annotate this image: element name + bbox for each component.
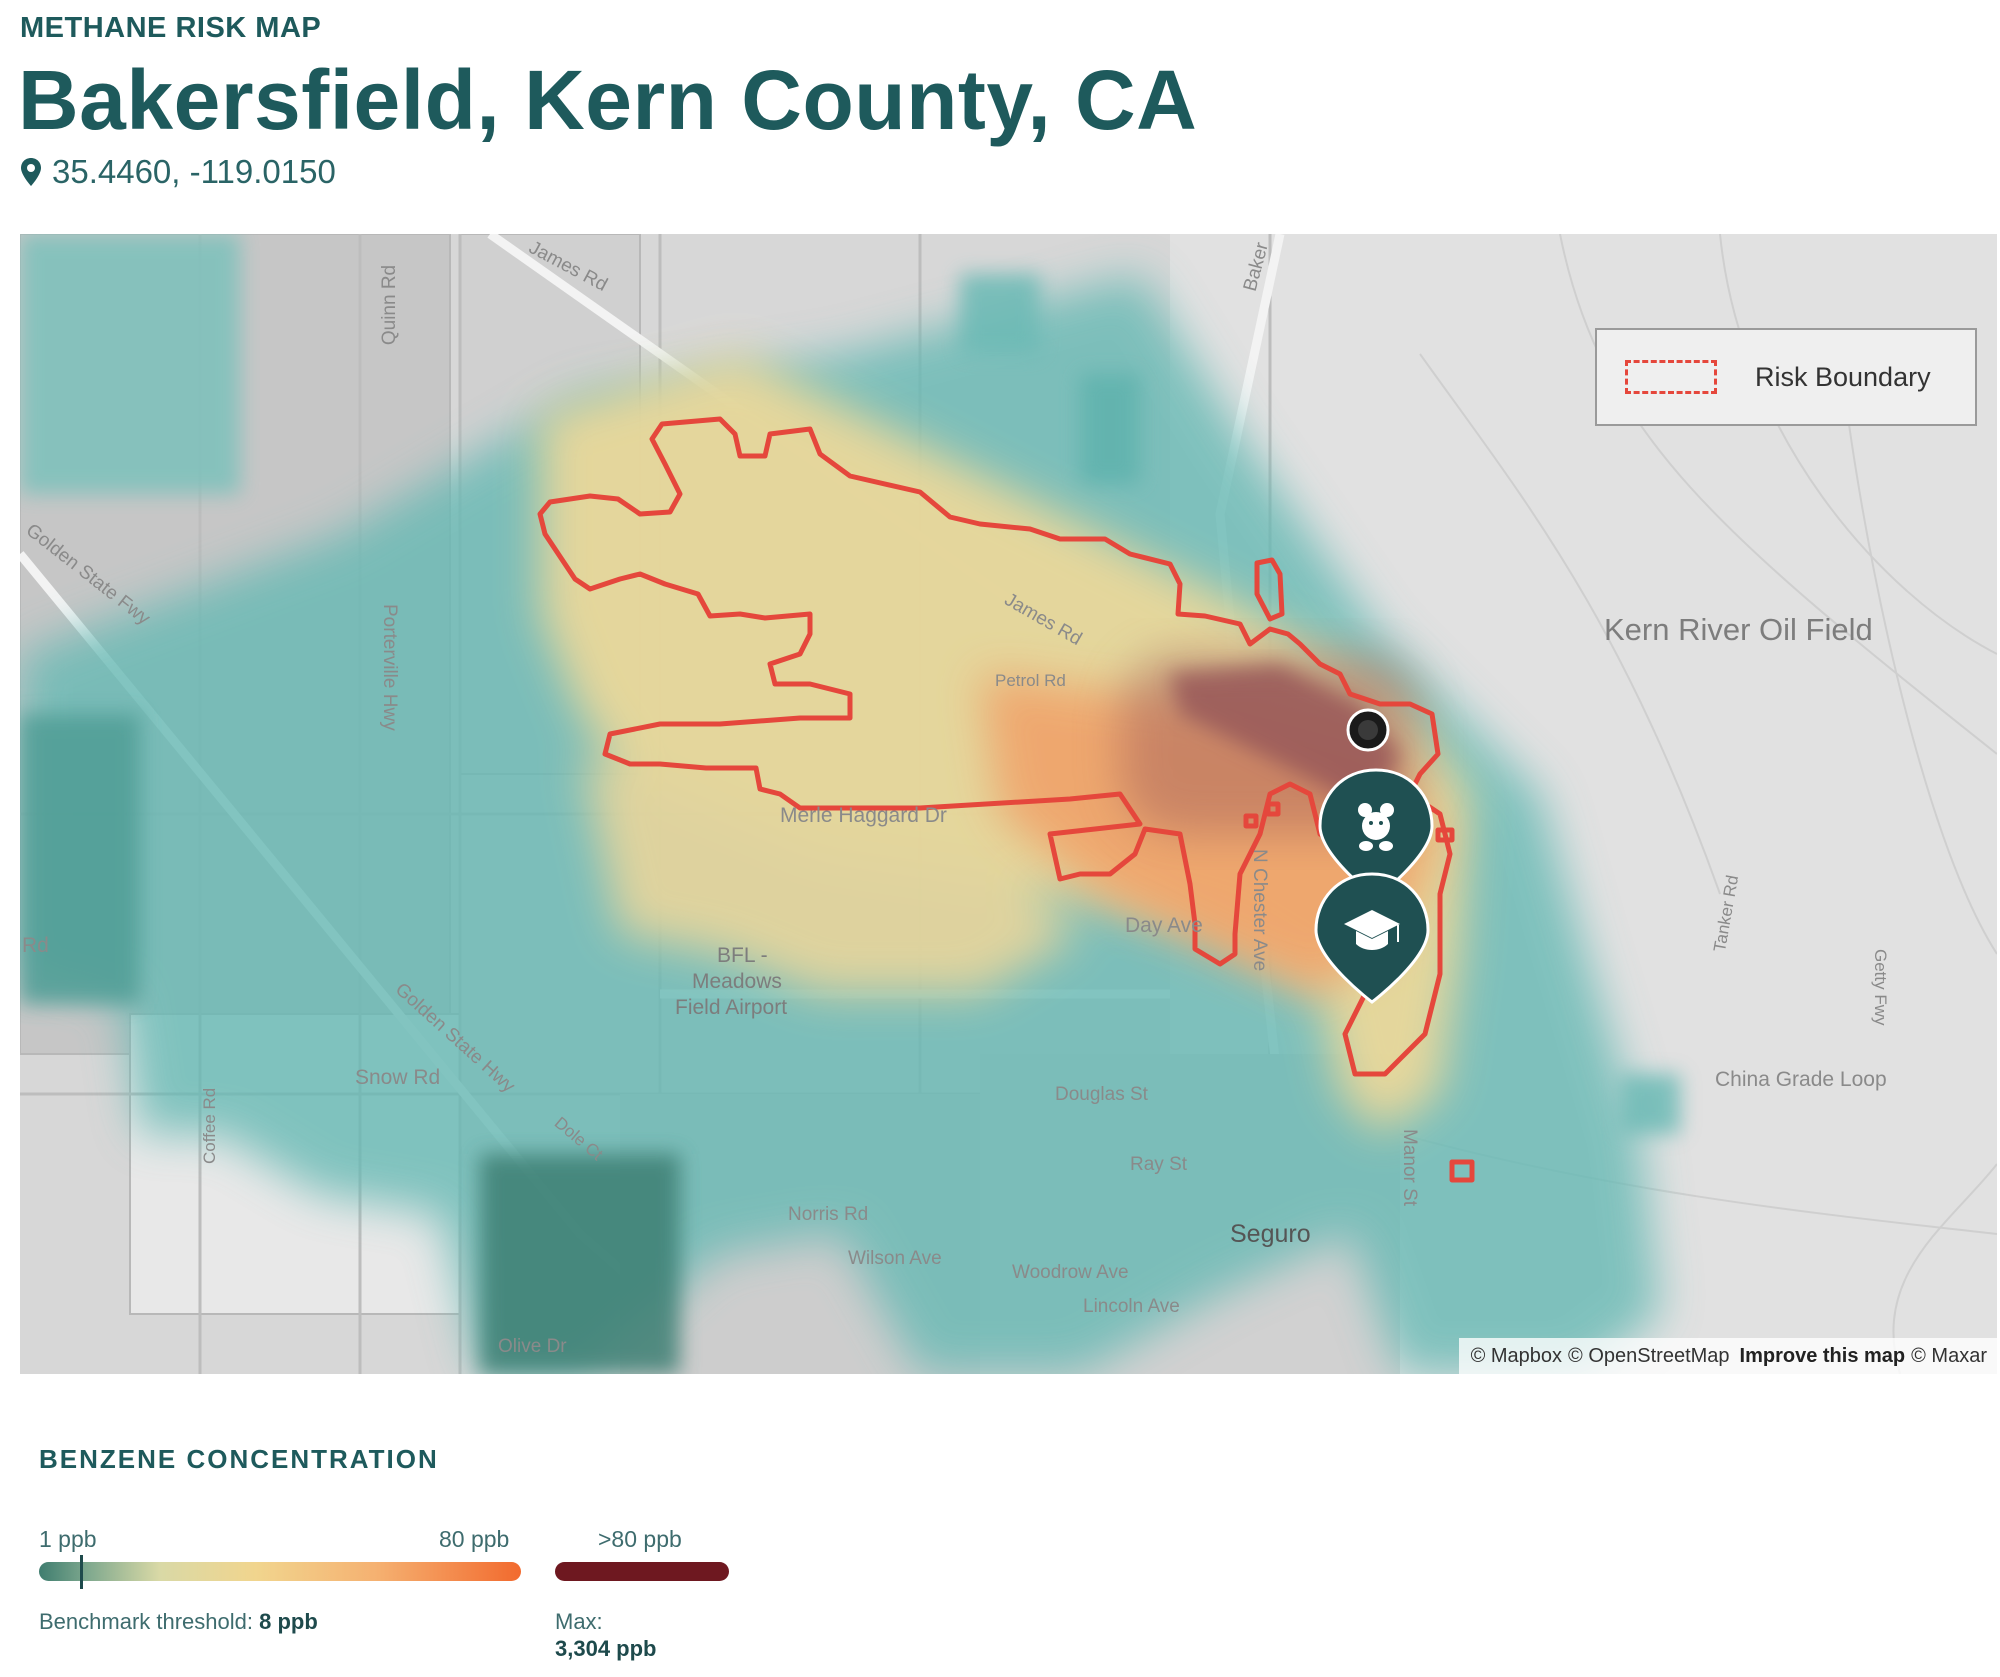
location-pin-icon bbox=[21, 158, 41, 186]
page-kicker: METHANE RISK MAP bbox=[20, 12, 322, 44]
max-value: 3,304 ppb bbox=[555, 1636, 657, 1661]
label-getty-fwy: Getty Fwy bbox=[1871, 949, 1890, 1026]
label-n-chester-ave: N Chester Ave bbox=[1249, 849, 1270, 972]
label-coffee-rd: Coffee Rd bbox=[200, 1087, 219, 1164]
label-china-grade-loop: China Grade Loop bbox=[1715, 1068, 1887, 1091]
benchmark-threshold: Benchmark threshold: 8 ppb bbox=[39, 1609, 318, 1635]
attribution-osm[interactable]: © OpenStreetMap bbox=[1568, 1344, 1730, 1367]
label-porterville-hwy: Porterville Hwy bbox=[379, 604, 400, 731]
label-lincoln-ave: Lincoln Ave bbox=[1083, 1296, 1180, 1317]
map-attribution: © Mapbox © OpenStreetMap Improve this ma… bbox=[1458, 1338, 1997, 1374]
label-day-ave: Day Ave bbox=[1125, 914, 1203, 937]
label-olive-dr: Olive Dr bbox=[498, 1336, 567, 1357]
benchmark-threshold-marker bbox=[80, 1555, 83, 1589]
benchmark-label: Benchmark threshold: bbox=[39, 1609, 253, 1634]
scale-min-label: 1 ppb bbox=[39, 1526, 97, 1552]
attribution-mapbox[interactable]: © Mapbox bbox=[1470, 1344, 1563, 1367]
label-manor-st: Manor St bbox=[1399, 1129, 1420, 1207]
scale-over-label: >80 ppb bbox=[598, 1526, 682, 1552]
risk-boundary-label: Risk Boundary bbox=[1755, 361, 1931, 392]
risk-boundary-legend: Risk Boundary bbox=[1595, 328, 1977, 426]
label-rd-left: Rd bbox=[22, 934, 49, 957]
label-airport-line2: Meadows bbox=[692, 970, 782, 993]
label-airport-line1: BFL - bbox=[717, 944, 768, 967]
concentration-legend-title: BENZENE CONCENTRATION bbox=[39, 1444, 439, 1474]
label-petrol-rd: Petrol Rd bbox=[995, 671, 1066, 690]
source-point-icon[interactable] bbox=[1346, 708, 1390, 752]
coordinates: 35.4460, -119.0150 bbox=[20, 153, 336, 191]
label-seguro: Seguro bbox=[1230, 1220, 1311, 1248]
label-ray-st: Ray St bbox=[1130, 1154, 1188, 1175]
improve-map-link[interactable]: Improve this map bbox=[1739, 1344, 1906, 1367]
label-wilson-ave: Wilson Ave bbox=[848, 1248, 942, 1269]
label-kern-river-oil-field: Kern River Oil Field bbox=[1604, 612, 1873, 647]
risk-boundary bbox=[537, 416, 1475, 1183]
label-snow-rd: Snow Rd bbox=[355, 1066, 441, 1089]
label-quinn-rd: Quinn Rd bbox=[379, 264, 401, 346]
label-norris-rd: Norris Rd bbox=[788, 1204, 869, 1225]
risk-boundary-swatch bbox=[1625, 360, 1717, 394]
max-label: Max: bbox=[555, 1609, 603, 1634]
school-pin-icon[interactable] bbox=[1314, 872, 1430, 1004]
attribution-maxar[interactable]: © Maxar bbox=[1911, 1344, 1987, 1367]
label-merle-haggard-dr: Merle Haggard Dr bbox=[780, 804, 947, 827]
label-airport-line3: Field Airport bbox=[675, 996, 788, 1019]
over-threshold-bar bbox=[555, 1562, 729, 1581]
methane-map[interactable]: Quinn Rd James Rd Baker Golden State Fwy… bbox=[20, 234, 1997, 1374]
coordinates-text: 35.4460, -119.0150 bbox=[52, 153, 336, 190]
childcare-pin-icon[interactable] bbox=[1318, 768, 1434, 900]
concentration-gradient-bar bbox=[39, 1562, 521, 1581]
benchmark-value: 8 ppb bbox=[259, 1609, 318, 1634]
label-woodrow-ave: Woodrow Ave bbox=[1012, 1262, 1129, 1283]
label-douglas-st: Douglas St bbox=[1055, 1084, 1148, 1105]
scale-max-label: 80 ppb bbox=[439, 1526, 510, 1552]
page-title: Bakersfield, Kern County, CA bbox=[18, 53, 1198, 147]
